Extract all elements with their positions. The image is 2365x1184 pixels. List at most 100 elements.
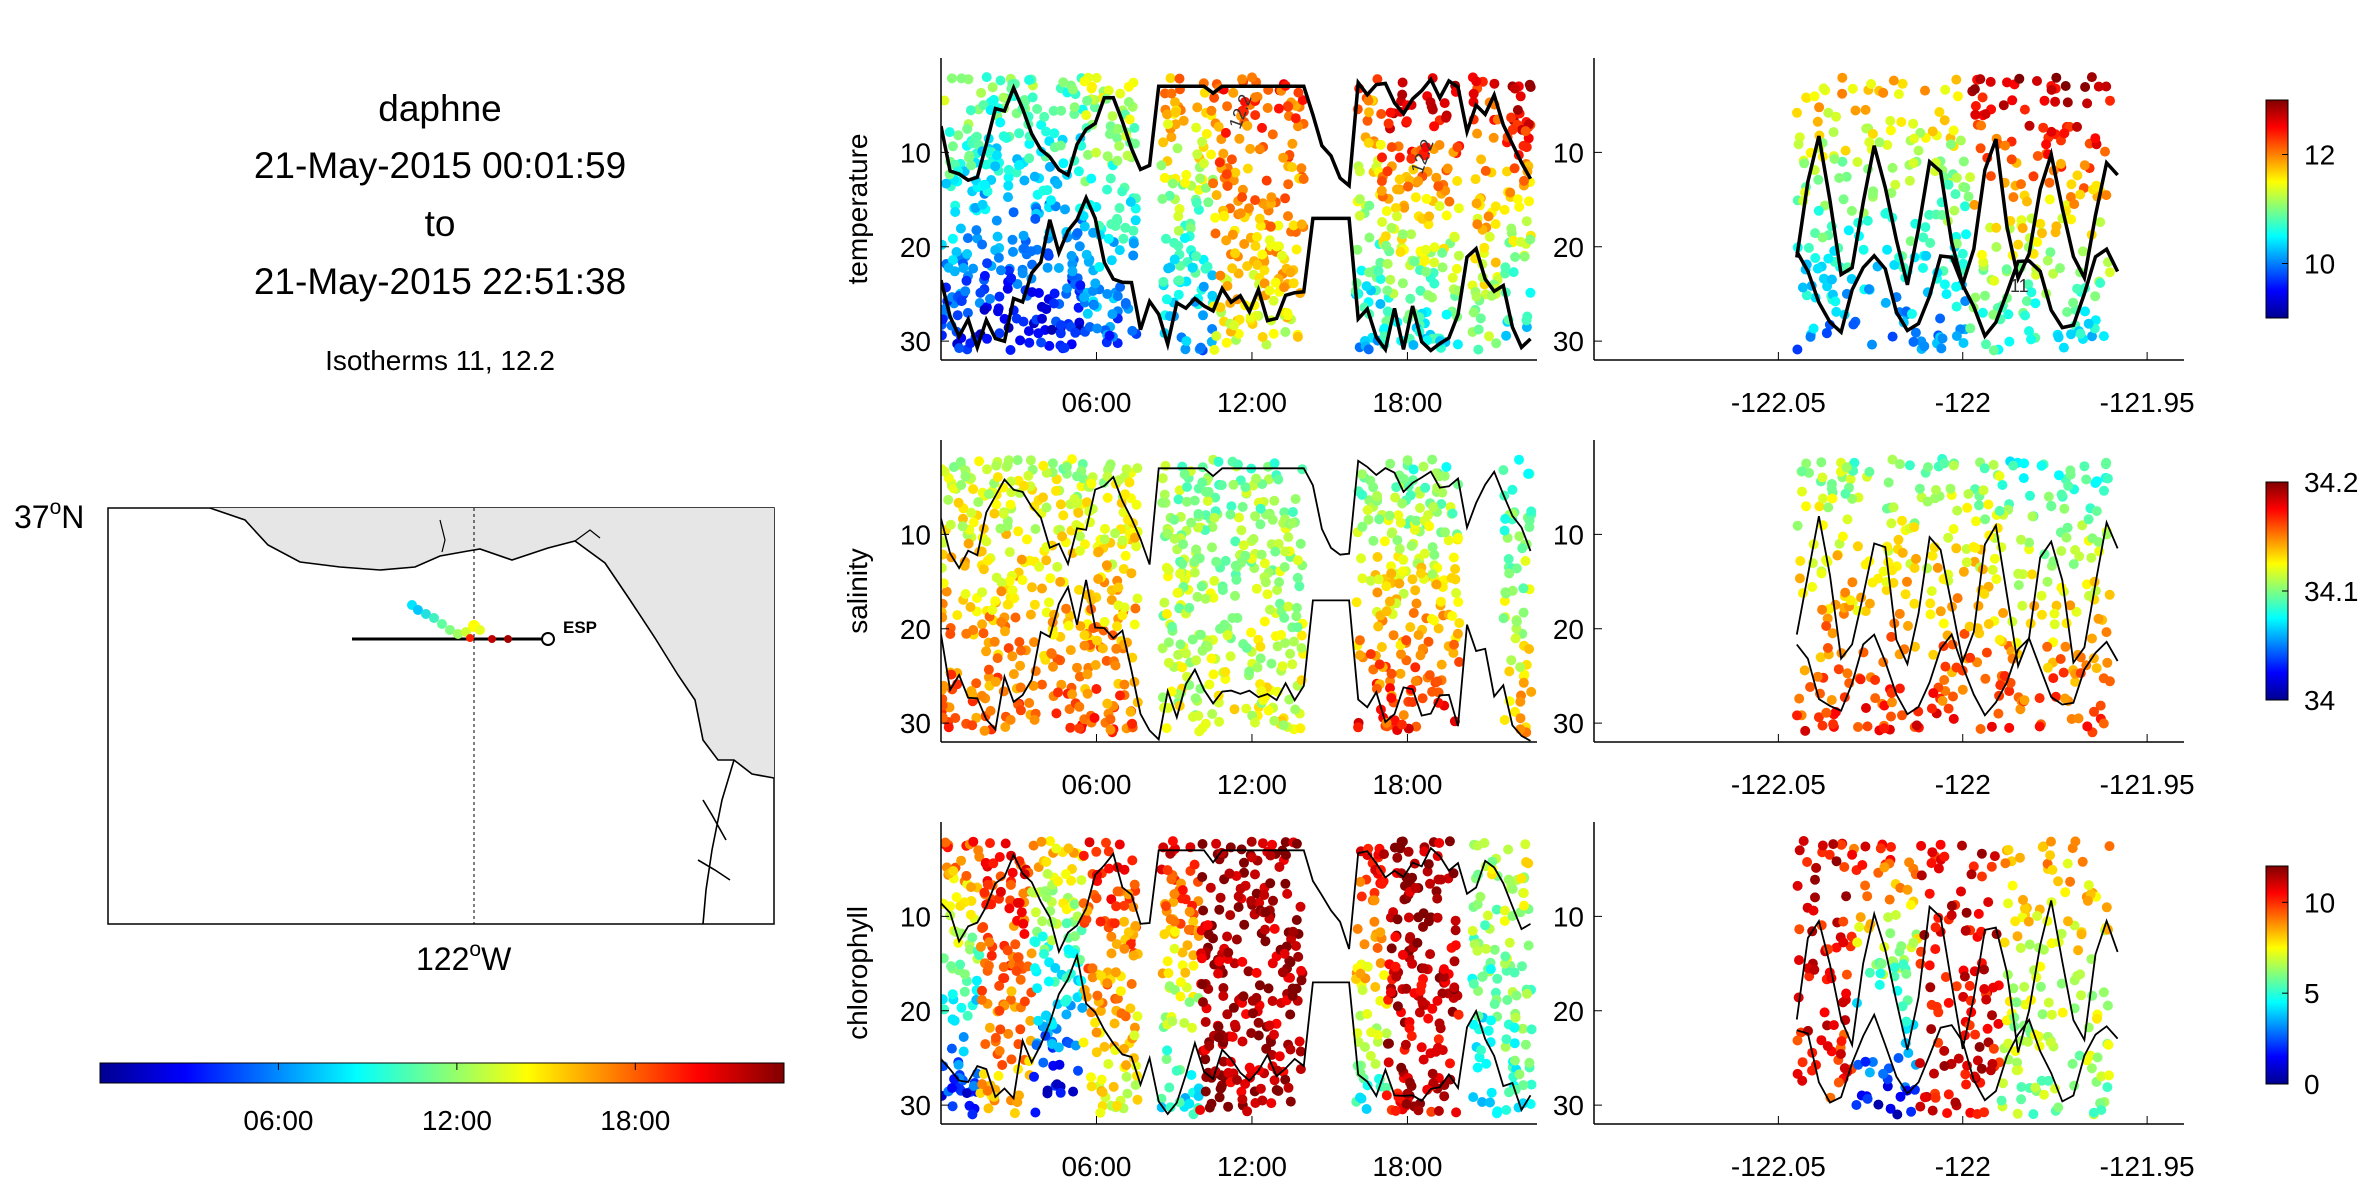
data-point bbox=[1354, 210, 1365, 221]
data-point bbox=[1049, 288, 1060, 299]
data-point bbox=[1902, 576, 1912, 587]
data-point bbox=[1509, 1022, 1520, 1033]
data-point bbox=[2056, 978, 2067, 989]
data-point bbox=[1468, 1092, 1479, 1103]
data-point bbox=[1180, 967, 1191, 978]
data-point bbox=[1988, 1043, 1999, 1054]
data-point bbox=[2055, 654, 2066, 664]
data-point bbox=[1893, 534, 1904, 545]
data-point bbox=[1836, 839, 1847, 850]
data-point bbox=[1375, 958, 1386, 969]
data-point bbox=[2024, 326, 2034, 337]
data-point bbox=[1157, 194, 1168, 204]
data-point bbox=[1851, 1100, 1862, 1110]
data-point bbox=[1987, 1058, 1998, 1069]
data-point bbox=[1896, 117, 1907, 127]
data-point bbox=[1526, 506, 1537, 517]
data-point bbox=[1823, 253, 1834, 264]
data-point bbox=[1209, 92, 1220, 103]
data-point bbox=[1293, 121, 1303, 132]
data-point bbox=[1013, 952, 1024, 963]
data-point bbox=[1362, 505, 1373, 516]
data-point bbox=[1213, 1032, 1224, 1043]
data-point bbox=[1424, 670, 1435, 681]
data-point bbox=[1061, 1009, 1072, 1020]
data-point bbox=[1036, 836, 1047, 847]
data-point bbox=[1111, 643, 1122, 654]
data-point bbox=[1264, 285, 1275, 296]
data-point bbox=[1405, 1077, 1415, 1088]
data-point bbox=[1397, 949, 1408, 960]
data-point bbox=[2037, 842, 2048, 852]
data-point bbox=[2074, 1050, 2085, 1061]
data-point bbox=[2063, 916, 2073, 927]
data-point bbox=[1444, 196, 1455, 207]
data-point bbox=[1473, 344, 1484, 355]
data-point bbox=[1415, 503, 1425, 513]
data-point bbox=[1014, 160, 1024, 171]
data-point bbox=[1274, 577, 1285, 588]
data-point bbox=[1921, 250, 1932, 261]
data-point bbox=[1238, 540, 1249, 551]
data-point bbox=[2068, 297, 2079, 308]
data-point bbox=[1476, 1045, 1486, 1056]
data-point bbox=[1397, 498, 1408, 509]
data-point bbox=[1200, 1086, 1211, 1097]
data-point bbox=[1172, 143, 1183, 154]
data-point bbox=[1112, 291, 1123, 302]
data-point bbox=[1481, 1058, 1492, 1069]
data-point bbox=[1973, 908, 1984, 919]
data-point bbox=[1246, 1028, 1257, 1039]
data-point bbox=[1909, 522, 1920, 533]
data-point bbox=[1416, 980, 1427, 991]
data-point bbox=[1081, 914, 1092, 925]
data-point bbox=[1886, 631, 1897, 642]
data-point bbox=[1024, 698, 1035, 708]
data-point bbox=[1928, 649, 1939, 660]
data-point bbox=[2048, 268, 2059, 279]
data-point bbox=[1049, 128, 1060, 139]
data-point bbox=[1018, 316, 1029, 327]
data-point bbox=[1175, 977, 1186, 988]
data-point bbox=[1424, 211, 1435, 222]
data-point bbox=[1415, 650, 1426, 661]
data-point bbox=[1507, 484, 1518, 495]
data-point bbox=[1244, 1062, 1255, 1073]
data-point bbox=[2092, 1013, 2102, 1024]
data-point bbox=[1082, 308, 1093, 319]
data-point bbox=[1236, 1086, 1247, 1097]
data-point bbox=[1007, 585, 1018, 596]
data-point bbox=[1395, 247, 1406, 257]
data-point bbox=[1830, 296, 1841, 307]
data-point bbox=[1491, 1108, 1502, 1119]
data-point bbox=[995, 1024, 1006, 1035]
data-point bbox=[1352, 244, 1363, 255]
data-point bbox=[1943, 179, 1954, 190]
data-point bbox=[1814, 102, 1825, 113]
data-point bbox=[2089, 706, 2099, 717]
data-point bbox=[1159, 597, 1170, 608]
data-point bbox=[1874, 137, 1885, 148]
data-point bbox=[1244, 203, 1254, 214]
data-point bbox=[1187, 1022, 1197, 1033]
data-point bbox=[1173, 240, 1184, 251]
data-point bbox=[1925, 982, 1936, 993]
data-point bbox=[1434, 838, 1445, 848]
data-point bbox=[1166, 132, 1177, 143]
data-point bbox=[1451, 588, 1462, 598]
data-point bbox=[1207, 290, 1218, 301]
data-point bbox=[1041, 304, 1052, 315]
data-point bbox=[1291, 244, 1302, 255]
data-point bbox=[1091, 846, 1102, 857]
data-point bbox=[1290, 494, 1301, 504]
data-point bbox=[994, 1046, 1005, 1056]
data-point bbox=[1157, 473, 1168, 484]
data-point bbox=[941, 994, 948, 1005]
data-point bbox=[2023, 1036, 2033, 1047]
data-point bbox=[1097, 643, 1108, 654]
data-point bbox=[1222, 181, 1233, 191]
data-point bbox=[2087, 633, 2097, 644]
data-point bbox=[1282, 888, 1293, 899]
data-point bbox=[1285, 1009, 1296, 1020]
